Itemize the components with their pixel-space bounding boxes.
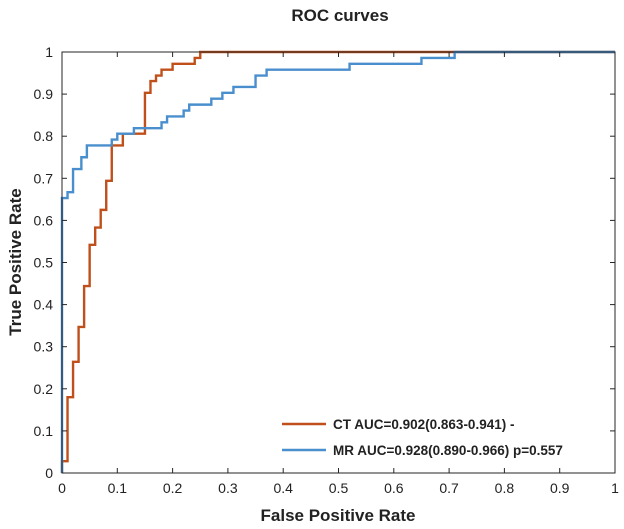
x-tick-label: 0.2	[163, 480, 183, 496]
legend: CT AUC=0.902(0.863-0.941) - MR AUC=0.928(…	[272, 402, 606, 462]
y-tick-label: 0.6	[34, 212, 54, 228]
legend-label-mr: MR AUC=0.928(0.890-0.966) p=0.557	[333, 443, 563, 458]
x-tick-label: 0.8	[495, 480, 515, 496]
x-tick-label: 0.7	[439, 480, 459, 496]
x-axis-label: False Positive Rate	[261, 506, 416, 525]
x-tick-label: 0.4	[273, 480, 293, 496]
y-tick-label: 0	[45, 465, 53, 481]
x-tick-label: 0	[58, 480, 66, 496]
y-tick-label: 0.3	[34, 339, 54, 355]
y-tick-label: 1	[45, 44, 53, 60]
legend-label-ct: CT AUC=0.902(0.863-0.941) -	[333, 417, 514, 432]
x-tick-label: 0.3	[218, 480, 238, 496]
y-tick-label: 0.1	[34, 423, 54, 439]
chart-title: ROC curves	[291, 6, 388, 25]
y-tick-label: 0.9	[34, 86, 54, 102]
legend-box	[272, 402, 606, 462]
y-tick-label: 0.4	[34, 297, 54, 313]
x-tick-label: 0.6	[384, 480, 404, 496]
x-tick-label: 0.5	[329, 480, 349, 496]
y-axis-label: True Positive Rate	[6, 188, 25, 335]
y-tick-label: 0.8	[34, 128, 54, 144]
y-tick-label: 0.5	[34, 255, 54, 271]
series-line-mr	[60, 50, 615, 473]
y-tick-label: 0.7	[34, 170, 54, 186]
y-tick-label: 0.2	[34, 381, 54, 397]
x-tick-label: 1	[611, 480, 619, 496]
x-tick-label: 0.1	[108, 480, 128, 496]
series-line-ct	[60, 50, 615, 473]
x-tick-label: 0.9	[550, 480, 570, 496]
